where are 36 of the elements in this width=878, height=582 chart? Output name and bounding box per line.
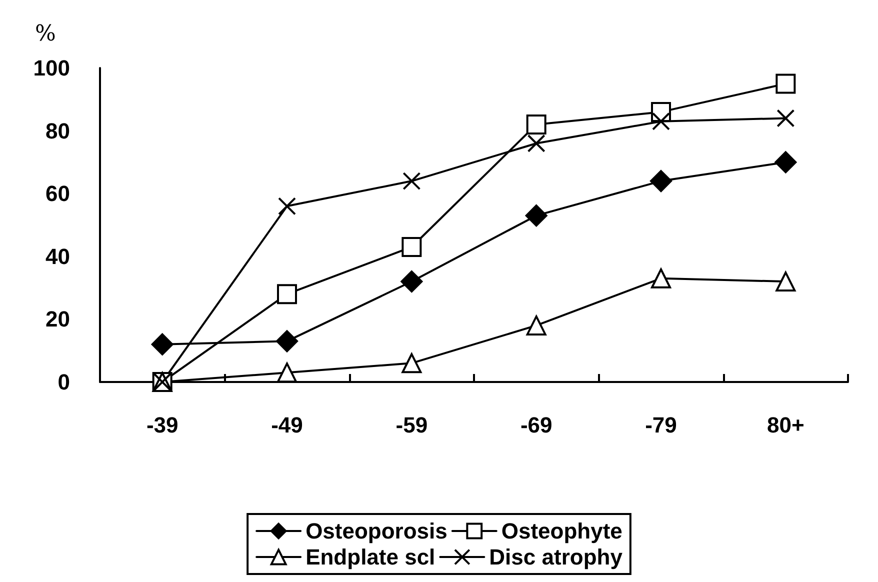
y-tick-label: 100	[33, 56, 70, 80]
point	[402, 236, 422, 257]
y-axis-title: %	[35, 22, 56, 46]
point	[650, 170, 672, 192]
y-tick-label: 20	[46, 306, 70, 332]
x-tick-label: 80+	[767, 412, 804, 438]
point	[276, 330, 298, 352]
point	[774, 151, 797, 174]
legend-label: Osteophyte	[501, 518, 622, 544]
y-tick-label: 40	[46, 244, 70, 269]
legend-label: Osteoporosis	[306, 518, 448, 544]
point	[402, 172, 421, 190]
point	[525, 204, 548, 227]
point	[776, 74, 796, 94]
x-tick-label: -69	[520, 412, 552, 438]
x-tick-label: -79	[645, 412, 677, 438]
point	[776, 109, 795, 128]
legend-label: Disc atrophy	[489, 544, 624, 570]
point	[527, 134, 546, 152]
y-tick-label: 80	[46, 118, 70, 144]
point	[400, 270, 423, 293]
legend-label: Endplate scl	[306, 544, 436, 570]
point	[651, 268, 671, 288]
point	[278, 197, 296, 216]
y-tick-label: 0	[58, 370, 70, 394]
x-tick-label: -59	[396, 412, 428, 438]
point	[151, 333, 174, 356]
point	[652, 112, 670, 130]
point	[526, 114, 546, 135]
point	[277, 284, 297, 304]
x-tick-label: -39	[146, 412, 178, 438]
x-tick-label: -49	[271, 412, 303, 438]
point	[526, 315, 546, 336]
point	[776, 272, 796, 292]
point	[402, 353, 422, 374]
y-tick-label: 60	[46, 181, 70, 206]
